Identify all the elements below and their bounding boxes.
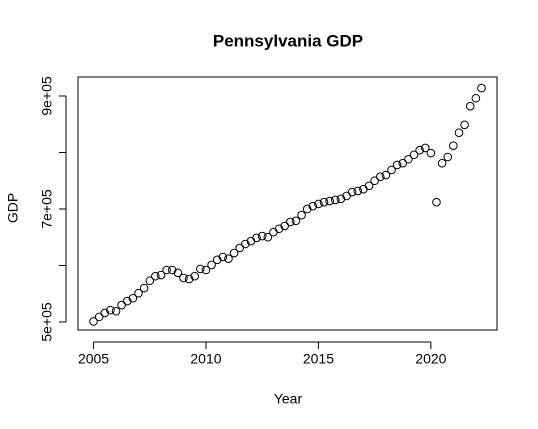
point [330, 195, 340, 205]
point [252, 233, 261, 243]
y-tick-label: 9e+05 [39, 76, 55, 116]
point [224, 254, 233, 263]
point [336, 194, 346, 204]
x-axis-label: Year [274, 391, 303, 407]
point [353, 186, 363, 196]
point [449, 141, 458, 151]
x-tick-label: 2020 [415, 351, 446, 367]
point [235, 243, 245, 253]
point [404, 154, 413, 164]
point [319, 197, 329, 207]
point [274, 224, 284, 234]
point [454, 128, 464, 138]
point [100, 308, 110, 318]
point [134, 288, 143, 298]
point [269, 227, 278, 237]
point [297, 210, 306, 220]
point [409, 150, 419, 160]
x-tick-label: 2010 [190, 351, 221, 367]
point [286, 217, 295, 227]
point [415, 145, 424, 155]
point [471, 93, 481, 103]
point [325, 196, 334, 206]
point [122, 296, 132, 306]
point [179, 273, 188, 283]
y-axis-label: GDP [5, 193, 21, 223]
point [443, 152, 453, 162]
point [465, 101, 475, 111]
point [398, 158, 408, 168]
point [477, 83, 486, 93]
point [173, 268, 183, 278]
point [201, 265, 211, 275]
x-tick-label: 2015 [303, 351, 334, 367]
point [302, 204, 312, 214]
chart-title: Pennsylvania GDP [213, 31, 363, 50]
point [167, 265, 177, 275]
point [257, 231, 267, 241]
point [212, 255, 222, 265]
point [263, 232, 273, 242]
point [162, 265, 171, 275]
point [89, 317, 98, 326]
point [117, 300, 126, 310]
point [106, 305, 115, 315]
point [145, 276, 155, 286]
point [218, 252, 228, 262]
point [347, 187, 357, 197]
point [207, 260, 216, 270]
point [387, 165, 396, 175]
point [370, 176, 379, 186]
point [437, 158, 447, 168]
point [184, 274, 194, 284]
point [156, 270, 166, 280]
point [426, 148, 436, 158]
point [314, 199, 323, 209]
point [196, 264, 205, 274]
point [381, 170, 391, 180]
point [280, 221, 289, 231]
point [420, 143, 430, 153]
point [94, 312, 104, 322]
point [392, 160, 402, 170]
point [291, 216, 301, 226]
point [432, 197, 441, 207]
point [241, 239, 250, 249]
point [364, 181, 374, 191]
x-tick-label: 2005 [78, 351, 109, 367]
point [151, 271, 160, 281]
point [128, 293, 138, 303]
y-tick-label: 7e+05 [39, 189, 55, 229]
plot-frame [77, 76, 498, 331]
point [308, 201, 318, 211]
point [229, 248, 239, 258]
point [460, 120, 469, 130]
point [342, 191, 351, 201]
point [190, 271, 200, 281]
y-tick-label: 5e+05 [39, 302, 55, 342]
point [111, 306, 121, 316]
point [139, 283, 149, 293]
point [375, 172, 385, 182]
